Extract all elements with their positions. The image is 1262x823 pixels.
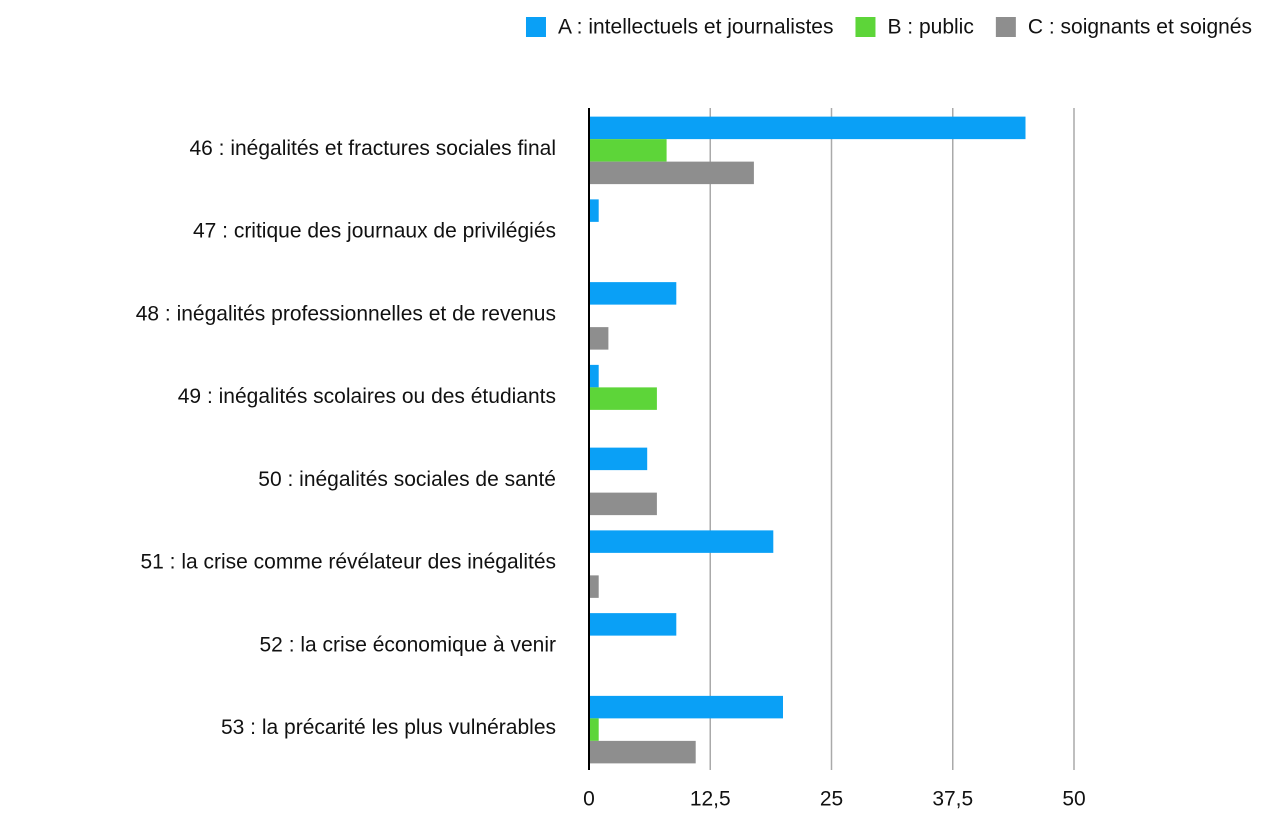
y-tick-label: 47 : critique des journaux de privilégié… (193, 220, 556, 243)
bar (589, 492, 657, 516)
legend-label: C : soignants et soignés (1028, 16, 1252, 39)
x-tick-label: 50 (1062, 788, 1085, 811)
x-tick-label: 12,5 (690, 788, 731, 811)
bar (589, 282, 677, 305)
y-tick-label: 50 : inégalités sociales de santé (258, 468, 556, 491)
legend-swatch (525, 17, 546, 37)
bar (589, 530, 774, 553)
y-tick-label: 49 : inégalités scolaires ou des étudian… (178, 385, 556, 408)
legend-label: B : public (887, 16, 973, 39)
legend-swatch (995, 17, 1016, 37)
x-tick-label: 0 (583, 788, 595, 811)
bar (589, 575, 599, 598)
bar (589, 116, 1026, 140)
y-tick-label: 46 : inégalités et fractures sociales fi… (189, 137, 556, 160)
bar (589, 161, 754, 185)
bar (589, 718, 599, 741)
bar (589, 695, 783, 719)
bar (589, 613, 677, 636)
y-tick-label: 53 : la précarité les plus vulnérables (221, 716, 556, 739)
legend-label: A : intellectuels et journalistes (558, 16, 833, 39)
x-tick-label: 37,5 (932, 788, 973, 811)
bar (589, 387, 657, 410)
legend-swatch (855, 17, 876, 37)
bar (589, 139, 667, 162)
bar (589, 327, 609, 350)
bar (589, 364, 599, 388)
y-tick-label: 48 : inégalités professionnelles et de r… (136, 302, 556, 325)
y-tick-label: 51 : la crise comme révélateur des inéga… (140, 551, 556, 574)
bar (589, 447, 648, 471)
bar (589, 740, 696, 764)
x-tick-label: 25 (820, 788, 843, 811)
y-tick-label: 52 : la crise économique à venir (260, 633, 557, 656)
bar (589, 199, 599, 222)
